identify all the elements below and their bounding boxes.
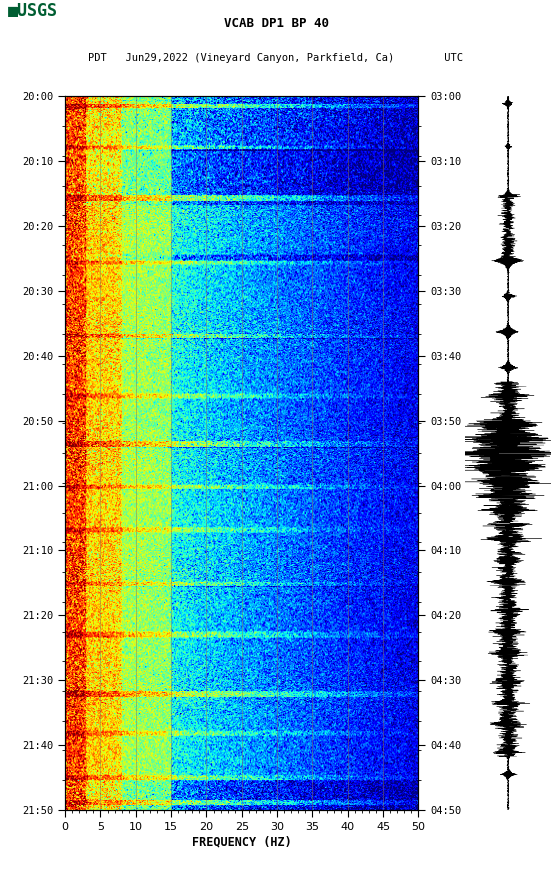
Text: PDT   Jun29,2022 (Vineyard Canyon, Parkfield, Ca)        UTC: PDT Jun29,2022 (Vineyard Canyon, Parkfie… [88, 53, 464, 62]
X-axis label: FREQUENCY (HZ): FREQUENCY (HZ) [192, 836, 291, 849]
Text: ■USGS: ■USGS [8, 2, 59, 20]
Text: VCAB DP1 BP 40: VCAB DP1 BP 40 [224, 17, 328, 30]
